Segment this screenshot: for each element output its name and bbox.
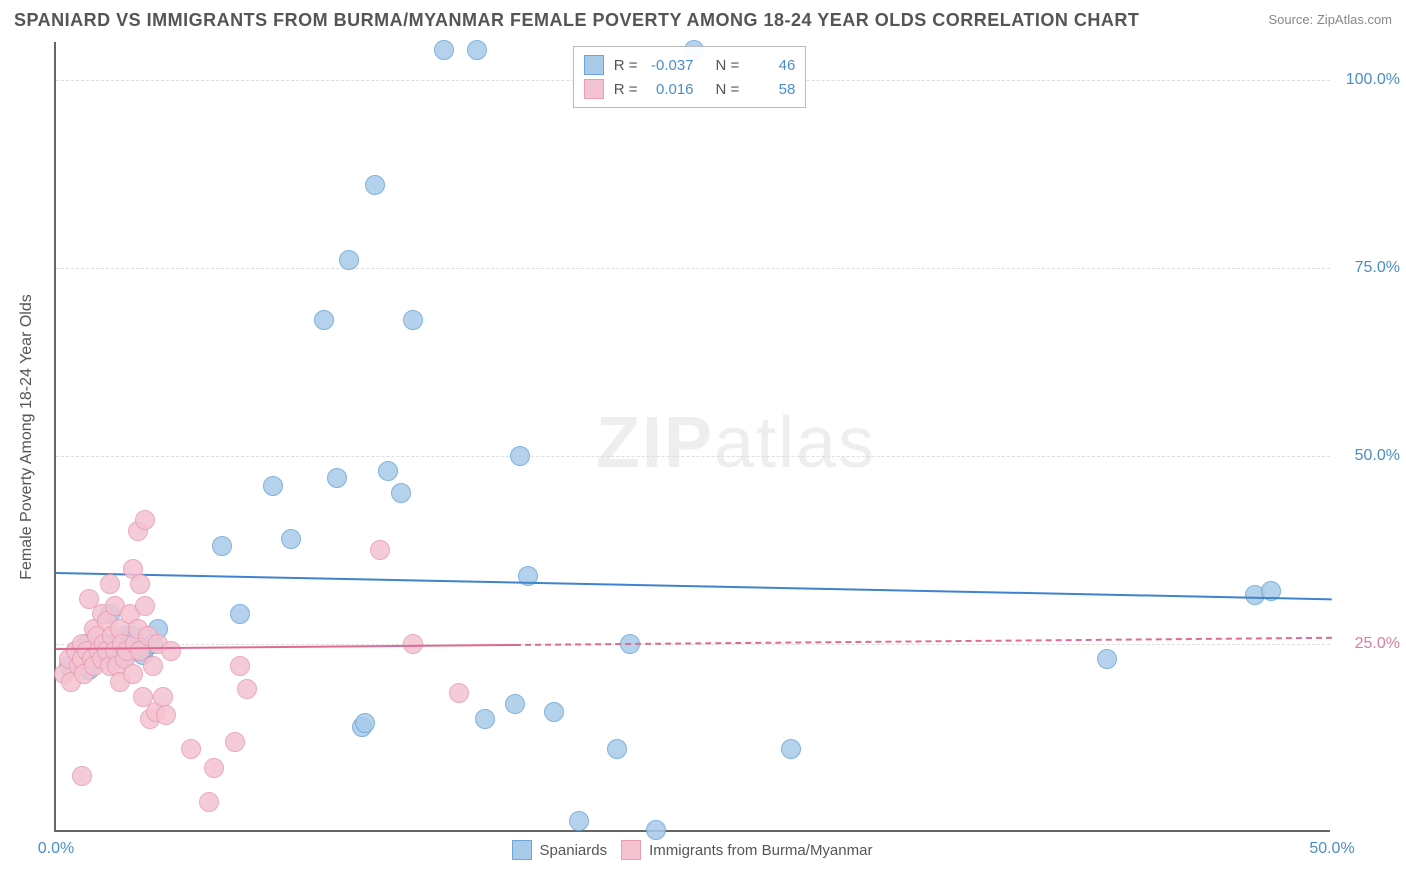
n-value: 58 [749, 81, 795, 98]
y-tick-label: 50.0% [1340, 447, 1400, 465]
data-point [314, 310, 334, 330]
data-point [339, 250, 359, 270]
data-point [475, 709, 495, 729]
data-point [100, 574, 120, 594]
data-point [212, 536, 232, 556]
data-point [72, 766, 92, 786]
data-point [781, 739, 801, 759]
data-point [607, 739, 627, 759]
series-legend: Spaniards Immigrants from Burma/Myanmar [54, 840, 1330, 860]
legend-swatch [512, 840, 532, 860]
source-label: Source: ZipAtlas.com [1268, 12, 1392, 27]
data-point [230, 604, 250, 624]
r-value: 0.016 [648, 81, 694, 98]
chart-title: SPANIARD VS IMMIGRANTS FROM BURMA/MYANMA… [14, 10, 1139, 30]
data-point [327, 468, 347, 488]
data-point [263, 476, 283, 496]
data-point [199, 792, 219, 812]
data-point [355, 713, 375, 733]
data-point [403, 310, 423, 330]
data-point [449, 683, 469, 703]
data-point [510, 446, 530, 466]
grid-line [56, 268, 1330, 269]
data-point [143, 656, 163, 676]
legend-label: Immigrants from Burma/Myanmar [649, 842, 872, 859]
r-label: R = [614, 57, 638, 74]
data-point [646, 820, 666, 840]
data-point [467, 40, 487, 60]
data-point [370, 540, 390, 560]
data-point [569, 811, 589, 831]
data-point [123, 664, 143, 684]
n-value: 46 [749, 57, 795, 74]
legend-row: R = 0.016 N = 58 [584, 77, 796, 101]
legend-label: Spaniards [540, 842, 608, 859]
data-point [135, 510, 155, 530]
y-tick-label: 75.0% [1340, 259, 1400, 277]
data-point [230, 656, 250, 676]
trend-line [56, 572, 1332, 600]
data-point [156, 705, 176, 725]
grid-line [56, 456, 1330, 457]
legend-swatch [584, 79, 604, 99]
legend-item: Immigrants from Burma/Myanmar [621, 840, 872, 860]
data-point [161, 641, 181, 661]
r-value: -0.037 [648, 57, 694, 74]
correlation-legend: R = -0.037 N = 46 R = 0.016 N = 58 [573, 46, 807, 108]
y-tick-label: 25.0% [1340, 635, 1400, 653]
data-point [378, 461, 398, 481]
r-label: R = [614, 81, 638, 98]
legend-swatch [621, 840, 641, 860]
data-point [365, 175, 385, 195]
data-point [1097, 649, 1117, 669]
watermark: ZIPatlas [596, 402, 876, 484]
data-point [181, 739, 201, 759]
legend-item: Spaniards [512, 840, 608, 860]
n-label: N = [716, 57, 740, 74]
n-label: N = [716, 81, 740, 98]
plot-area: ZIPatlas R =-0.037N =46R =0.016N =58 25.… [54, 42, 1330, 832]
data-point [237, 679, 257, 699]
legend-row: R = -0.037 N = 46 [584, 53, 796, 77]
data-point [505, 694, 525, 714]
legend-swatch [584, 55, 604, 75]
data-point [204, 758, 224, 778]
data-point [281, 529, 301, 549]
data-point [135, 596, 155, 616]
y-tick-label: 100.0% [1340, 71, 1400, 89]
plot-wrap: ZIPatlas R =-0.037N =46R =0.016N =58 25.… [54, 42, 1330, 832]
data-point [544, 702, 564, 722]
data-point [130, 574, 150, 594]
data-point [153, 687, 173, 707]
data-point [391, 483, 411, 503]
y-axis-label: Female Poverty Among 18-24 Year Olds [12, 42, 42, 832]
data-point [225, 732, 245, 752]
data-point [434, 40, 454, 60]
